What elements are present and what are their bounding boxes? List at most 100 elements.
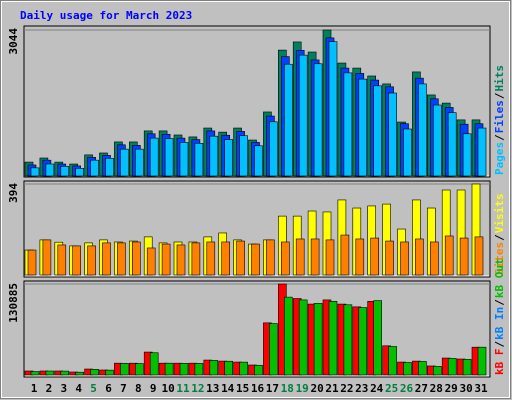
bar (75, 168, 84, 177)
bar (459, 237, 469, 276)
x-tick-label: 22 (340, 382, 353, 395)
bar (209, 135, 219, 177)
legend-separator: / (493, 134, 506, 141)
bar (209, 360, 219, 376)
bar (164, 138, 174, 177)
bar (447, 358, 457, 376)
bar (120, 363, 129, 376)
bar (132, 241, 141, 276)
bar (403, 128, 412, 177)
legend-separator: / (493, 299, 506, 306)
legend-entry: kB Out (493, 258, 506, 298)
bar (432, 366, 442, 376)
bar (400, 241, 409, 276)
legend-separator: / (493, 92, 506, 99)
bar (462, 359, 472, 376)
legend-entry: Hits (493, 65, 506, 92)
bar (313, 303, 323, 376)
x-tick-label: 21 (325, 382, 339, 395)
x-tick-label: 19 (296, 382, 309, 395)
bar (206, 241, 216, 276)
bar (477, 346, 487, 376)
x-tick-label: 16 (251, 382, 265, 395)
x-tick-label: 12 (191, 382, 204, 395)
x-tick-label: 15 (236, 382, 249, 395)
y-tick-label: 3044 (7, 28, 20, 55)
bar (194, 363, 204, 376)
x-tick-label: 30 (459, 382, 472, 395)
bar (30, 371, 40, 376)
bar (239, 361, 248, 376)
bar (418, 83, 427, 177)
x-tick-label: 26 (400, 382, 414, 395)
bar (239, 135, 248, 177)
bar (105, 157, 114, 177)
bar (90, 159, 99, 177)
bar (298, 54, 308, 177)
bar (149, 352, 159, 376)
bar (295, 238, 305, 276)
bar (343, 304, 353, 376)
legend-separator: / (493, 341, 506, 348)
legend-entry: Files (493, 100, 506, 133)
x-tick-label: 9 (150, 382, 157, 395)
bar (236, 240, 245, 276)
bar (429, 241, 439, 276)
x-tick-label: 6 (105, 382, 112, 395)
legend-entry: Pages (493, 142, 506, 175)
bar (87, 245, 96, 276)
bar (310, 238, 320, 276)
bar (444, 235, 454, 276)
bar (403, 362, 412, 376)
bar (42, 239, 52, 276)
x-tick-label: 2 (46, 382, 53, 395)
bar (370, 237, 380, 276)
bar (179, 142, 189, 177)
x-tick-label: 7 (120, 382, 127, 395)
bar (60, 166, 70, 177)
bar (254, 145, 263, 177)
x-tick-label: 10 (161, 382, 174, 395)
bar (60, 370, 70, 376)
bar (179, 363, 189, 376)
bar (462, 133, 472, 177)
x-tick-label: 5 (90, 382, 97, 395)
legend-entry: kB In (493, 307, 506, 340)
bar (176, 244, 186, 276)
bar (388, 346, 397, 376)
bar (343, 72, 353, 177)
chart-title: Daily usage for March 2023 (20, 9, 192, 22)
bar (373, 85, 383, 177)
bar (266, 239, 275, 276)
x-tick-label: 24 (370, 382, 384, 395)
bar (224, 360, 233, 376)
bar (385, 240, 394, 276)
bar (120, 148, 129, 177)
bar (45, 163, 55, 177)
x-tick-label: 13 (206, 382, 219, 395)
bar (269, 323, 278, 376)
x-tick-label: 25 (385, 382, 398, 395)
bar (90, 368, 99, 376)
bar (298, 299, 308, 376)
x-tick-label: 29 (445, 382, 458, 395)
bar (415, 238, 424, 276)
bar (251, 243, 260, 276)
x-tick-label: 8 (135, 382, 142, 395)
bar (102, 242, 111, 276)
bar (75, 371, 84, 376)
bar (146, 247, 156, 276)
bar (135, 363, 144, 376)
bar (161, 243, 171, 276)
x-tick-label: 27 (415, 382, 428, 395)
bar (313, 63, 323, 177)
bar (283, 63, 293, 177)
x-tick-label: 31 (474, 382, 488, 395)
y-tick-label: 394 (7, 183, 20, 203)
bar (57, 244, 67, 276)
x-tick-label: 28 (430, 382, 443, 395)
bar (328, 41, 338, 177)
